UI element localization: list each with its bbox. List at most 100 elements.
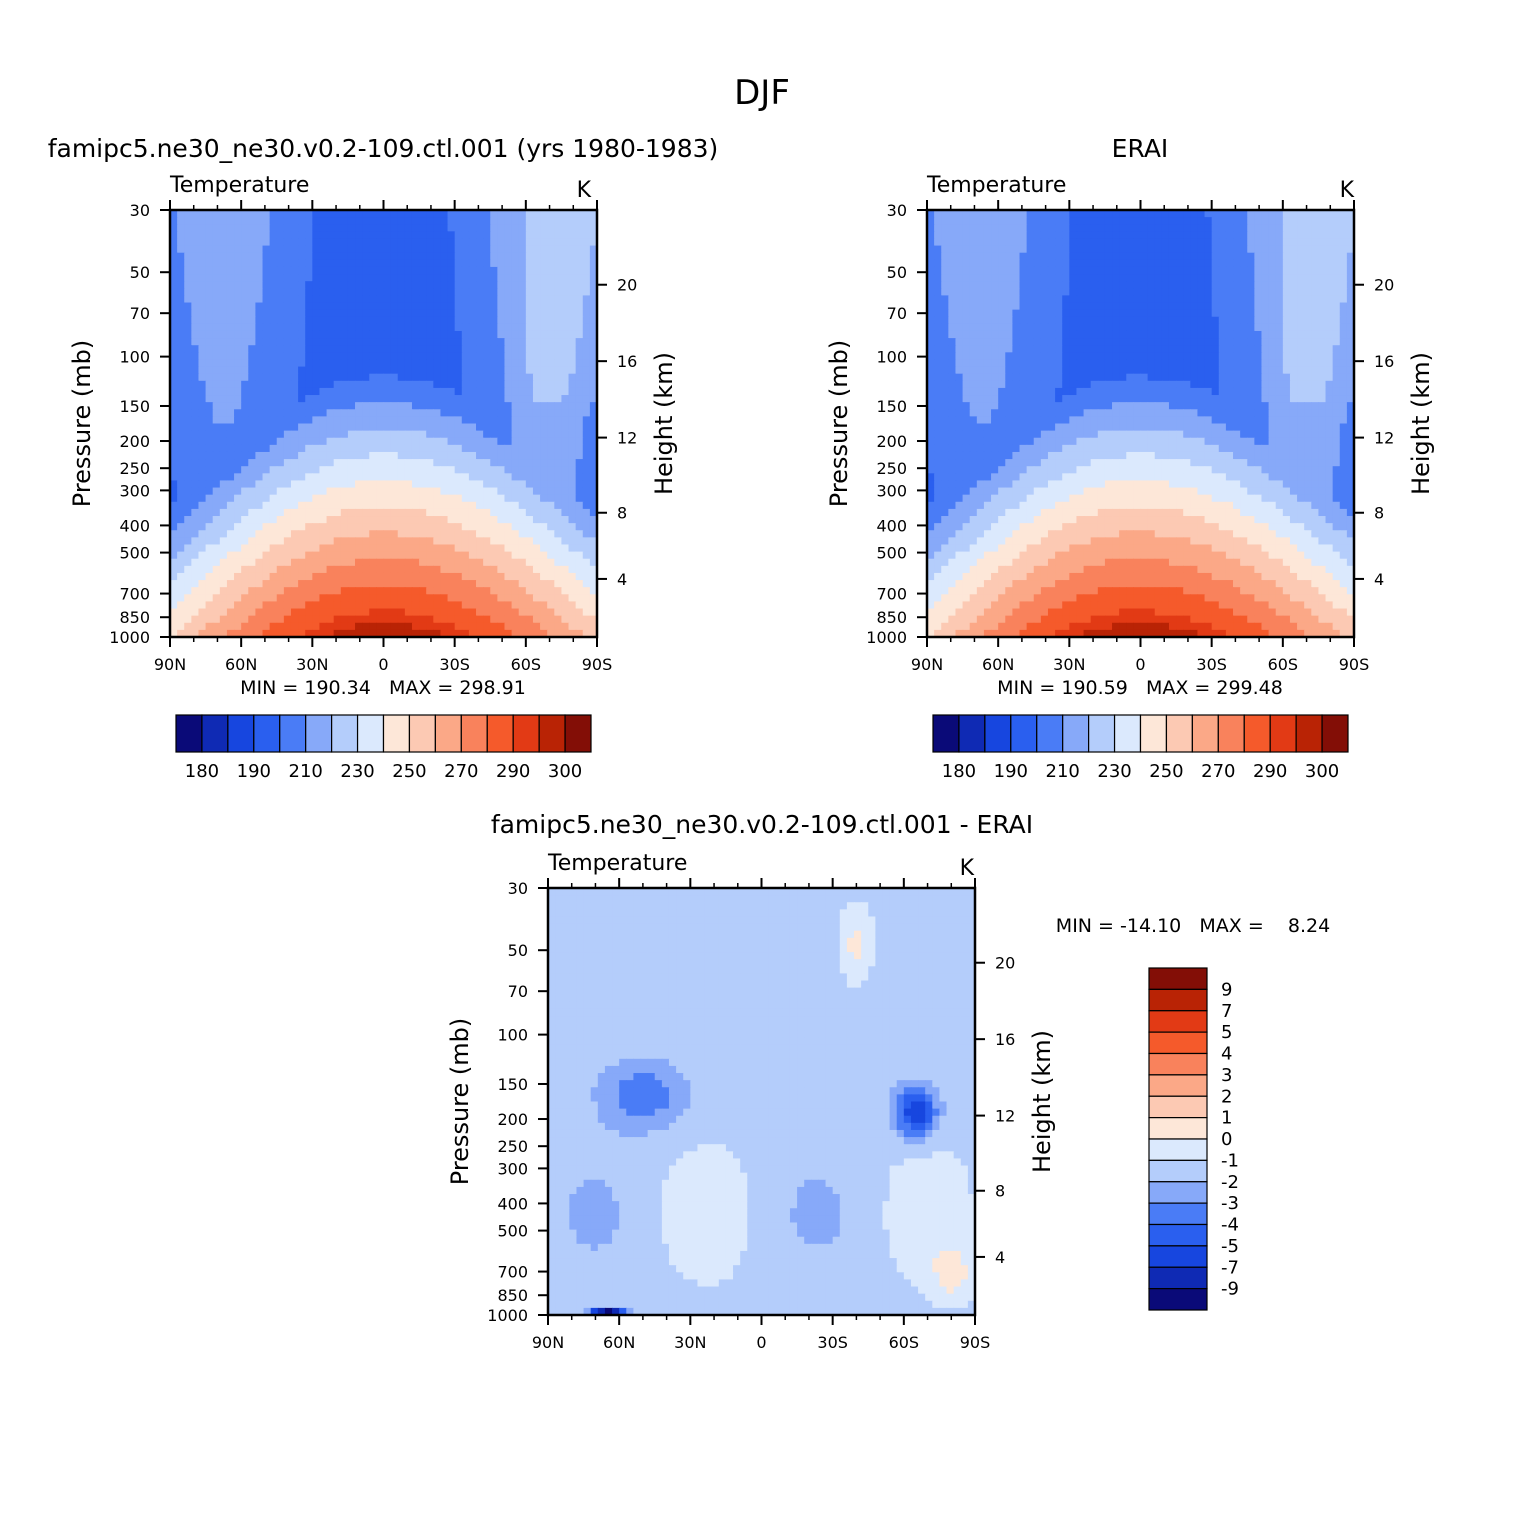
field-cell: [582, 281, 591, 289]
field-cell: [255, 266, 264, 275]
field-cell: [219, 480, 228, 489]
field-cell: [561, 601, 570, 610]
field-cell: [177, 451, 185, 460]
field-cell: [404, 459, 413, 467]
field-cell: [347, 480, 356, 489]
field-cell: [312, 473, 321, 482]
field-cell: [589, 359, 598, 368]
field-cell: [1275, 266, 1284, 275]
field-cell: [1097, 245, 1106, 254]
field-cell: [198, 587, 207, 595]
field-cell: [1275, 302, 1284, 311]
field-cell: [298, 580, 306, 588]
field-cell: [461, 480, 470, 489]
field-cell: [934, 252, 942, 261]
field-cell: [362, 551, 370, 560]
field-cell: [390, 266, 399, 275]
field-cell: [212, 501, 221, 510]
field-cell: [476, 274, 484, 282]
field-cell: [547, 288, 555, 296]
field-cell: [411, 494, 420, 503]
field-cell: [369, 402, 377, 410]
field-cell: [433, 615, 442, 624]
field-cell: [969, 288, 978, 296]
field-cell: [1190, 281, 1199, 289]
field-cell: [319, 217, 328, 225]
field-cell: [1225, 245, 1234, 254]
field-cell: [1055, 224, 1063, 232]
field-cell: [554, 487, 563, 496]
field-cell: [276, 565, 285, 574]
field-cell: [476, 359, 484, 368]
field-cell: [561, 309, 570, 318]
field-cell: [1297, 217, 1305, 225]
field-cell: [177, 330, 185, 339]
field-cell: [1112, 323, 1120, 332]
field-cell: [1332, 238, 1341, 247]
field-cell: [198, 622, 207, 631]
field-cell: [561, 302, 570, 311]
field-cell: [198, 423, 207, 432]
field-cell: [461, 387, 470, 396]
field-cell: [262, 252, 271, 261]
field-cell: [532, 629, 541, 638]
field-cell: [340, 302, 349, 311]
field-cell: [1218, 345, 1227, 353]
field-cell: [326, 466, 335, 474]
panel-model-units: K: [577, 178, 592, 203]
field-cell: [575, 274, 584, 282]
field-cell: [568, 480, 577, 489]
field-cell: [340, 473, 349, 482]
field-cell: [540, 395, 548, 403]
field-cell: [525, 516, 534, 524]
field-cell: [998, 274, 1006, 282]
field-cell: [333, 366, 342, 375]
field-cell: [347, 309, 356, 318]
field-cell: [1240, 345, 1248, 353]
field-cell: [1119, 316, 1127, 325]
field-cell: [219, 416, 228, 425]
field-cell: [1005, 210, 1013, 218]
field-cell: [333, 530, 342, 538]
field-cell: [212, 615, 221, 624]
field-cell: [447, 437, 456, 446]
field-cell: [934, 281, 942, 289]
field-cell: [454, 480, 463, 489]
field-cell: [333, 359, 342, 368]
field-cell: [476, 501, 484, 510]
field-cell: [419, 572, 427, 581]
field-cell: [177, 544, 185, 553]
field-cell: [1297, 245, 1305, 254]
field-cell: [1346, 252, 1355, 261]
field-cell: [298, 516, 306, 524]
field-cell: [490, 466, 498, 474]
field-cell: [226, 487, 235, 496]
field-cell: [369, 295, 377, 304]
field-cell: [955, 352, 964, 361]
field-cell: [1218, 245, 1227, 254]
field-cell: [582, 316, 591, 325]
field-cell: [561, 444, 570, 453]
field-cell: [976, 302, 985, 311]
field-cell: [1040, 210, 1049, 218]
field-cell: [447, 594, 456, 603]
field-cell: [518, 580, 527, 588]
field-cell: [1019, 352, 1028, 361]
field-cell: [511, 572, 520, 581]
field-cell: [589, 551, 598, 560]
field-cell: [540, 352, 548, 361]
field-cell: [483, 601, 491, 610]
field-cell: [347, 395, 356, 403]
field-cell: [177, 302, 185, 311]
field-cell: [983, 288, 992, 296]
field-cell: [362, 259, 370, 268]
field-cell: [226, 416, 235, 425]
field-cell: [411, 580, 420, 588]
field-cell: [326, 217, 335, 225]
field-cell: [283, 238, 292, 247]
field-cell: [269, 558, 278, 567]
field-cell: [490, 295, 498, 304]
field-cell: [340, 580, 349, 588]
field-cell: [1304, 281, 1312, 289]
field-cell: [1325, 316, 1334, 325]
